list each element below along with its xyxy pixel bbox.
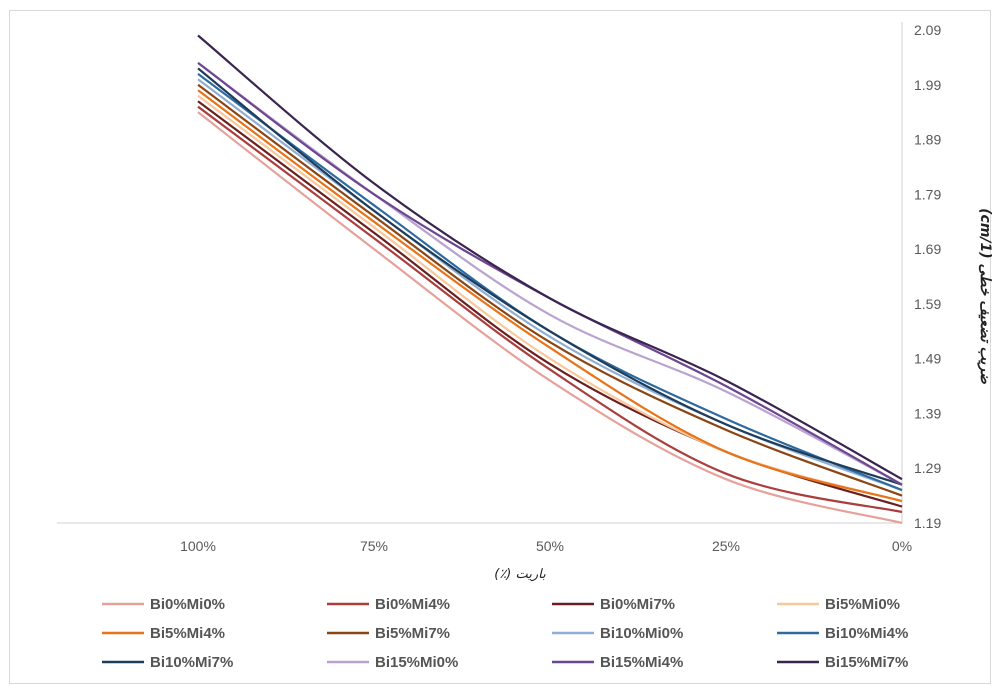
y-tick-label: 1.29 xyxy=(914,460,941,476)
series-line-bi15mi7 xyxy=(197,34,903,481)
y-tick-label: 1.89 xyxy=(914,132,941,148)
series-line-bi10mi7 xyxy=(197,67,903,486)
x-tick-label: 100% xyxy=(180,538,216,554)
x-tick-label: 0% xyxy=(892,538,912,554)
legend-label: Bi15%Mi0% xyxy=(375,654,458,671)
legend-label: Bi15%Mi4% xyxy=(600,654,683,671)
y-tick-label: 2.09 xyxy=(914,22,941,38)
legend-label: Bi5%Mi0% xyxy=(825,596,900,613)
legend-label: Bi0%Mi7% xyxy=(600,596,675,613)
series-line-bi0mi4 xyxy=(197,105,903,514)
y-tick-label: 1.99 xyxy=(914,77,941,93)
y-tick-labels: 1.19 1.29 1.39 1.49 1.59 1.69 1.79 1.89 1.99 2.09 xyxy=(914,22,941,531)
y-tick-label: 1.59 xyxy=(914,296,941,312)
y-tick-label: 1.19 xyxy=(914,515,941,531)
legend-label: Bi10%Mi7% xyxy=(150,654,233,671)
legend-label: Bi0%Mi0% xyxy=(150,596,225,613)
axes xyxy=(57,22,903,524)
series-lines xyxy=(197,34,903,525)
x-tick-label: 75% xyxy=(360,538,388,554)
y-tick-label: 1.79 xyxy=(914,186,941,202)
y-tick-label: 1.69 xyxy=(914,241,941,257)
legend-label: Bi10%Mi4% xyxy=(825,625,908,642)
x-axis-title: باریت (٪) xyxy=(494,567,546,582)
series-line-bi0mi7 xyxy=(197,100,903,508)
y-tick-label: 1.39 xyxy=(914,405,941,421)
x-tick-label: 25% xyxy=(712,538,740,554)
legend-label: Bi10%Mi0% xyxy=(600,625,683,642)
x-tick-labels: 100% 75% 50% 25% 0% xyxy=(180,538,912,554)
series-line-bi5mi7 xyxy=(197,83,903,497)
y-axis-title: ضریب تضعیف خطی (1/cm) xyxy=(977,208,992,385)
series-line-bi0mi0 xyxy=(197,111,903,525)
legend: Bi0%Mi0% Bi0%Mi4% Bi0%Mi7% Bi5%Mi0% Bi5%Mi4%… xyxy=(102,596,908,671)
legend-label: Bi0%Mi4% xyxy=(375,596,450,613)
y-tick-label: 1.49 xyxy=(914,351,941,367)
x-tick-label: 50% xyxy=(536,538,564,554)
legend-label: Bi15%Mi7% xyxy=(825,654,908,671)
legend-label: Bi5%Mi7% xyxy=(375,625,450,642)
series-line-bi5mi4 xyxy=(197,89,903,503)
legend-label: Bi5%Mi4% xyxy=(150,625,225,642)
